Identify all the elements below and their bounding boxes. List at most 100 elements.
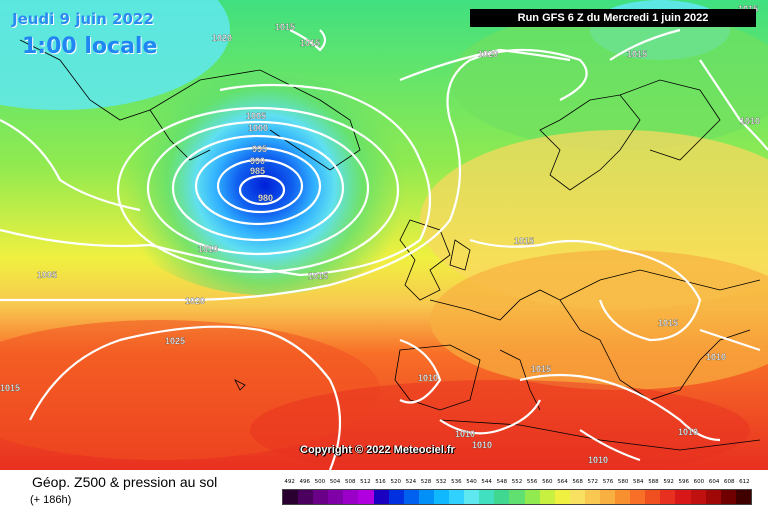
legend-swatch [509,490,525,504]
legend-label: 576 [602,479,614,485]
legend-label: 504 [329,479,341,485]
pressure-label: 980 [258,193,273,203]
pressure-label: 985 [250,166,265,176]
product-title: Géop. Z500 & pression au sol [32,474,218,490]
legend-label: 552 [511,479,523,485]
pressure-label: 1015 [308,271,328,281]
legend-label: 572 [587,479,599,485]
legend-label: 532 [435,479,447,485]
legend-swatch [328,490,344,504]
legend-swatch [554,490,570,504]
legend-swatch [735,490,751,504]
legend-label: 588 [648,479,659,485]
legend-labels: 492 496 500 504 508 512 516 520 524 528 532 536 540 5… [282,479,752,487]
legend-swatch [449,490,465,504]
legend-label: 612 [739,479,750,485]
pressure-label: 1020 [185,296,205,306]
pressure-label: 1010 [472,440,492,450]
pressure-label: 990 [250,156,265,166]
pressure-label: 1020 [212,33,232,43]
legend-label: 600 [693,479,705,485]
pressure-label: 1025 [165,336,185,346]
isobar-line [0,28,768,470]
legend-swatch [373,490,389,504]
legend-label: 528 [420,479,432,485]
pressure-labels: 1020 1015 1015 1020 1015 1015 1005 1000 … [0,4,760,465]
legend-label: 560 [542,479,553,485]
legend-swatch [615,490,631,504]
legend-swatch [584,490,600,504]
legend-label: 584 [633,479,644,485]
copyright-notice: Copyright © 2022 Meteociel.fr [300,444,455,456]
legend-swatch [403,490,419,504]
lead-time: (+ 186h) [30,494,72,506]
legend-swatch [418,490,434,504]
legend-label: 520 [390,479,401,485]
pressure-label: 1015 [0,383,20,393]
legend-swatch [283,490,299,504]
legend-label: 496 [299,479,310,485]
pressure-label: 1015 [531,364,551,374]
pressure-label: 1010 [418,373,438,383]
legend-swatch [705,490,721,504]
legend-label: 592 [663,479,674,485]
legend-label: 516 [375,479,386,485]
pressure-label: 1000 [248,123,268,133]
legend-label: 568 [572,479,583,485]
legend-label: 536 [451,479,462,485]
legend-swatch [524,490,540,504]
pressure-label: 1010 [588,455,608,465]
legend-label: 604 [708,479,720,485]
legend-label: 544 [481,479,492,485]
forecast-local-time: 1:00 locale [22,34,158,59]
legend-swatch [464,490,480,504]
pressure-label: 1010 [678,427,698,437]
legend-label: 508 [344,479,356,485]
legend-label: 580 [617,479,629,485]
run-info-banner: Run GFS 6 Z du Mercredi 1 juin 2022 [470,9,756,27]
pressure-label: 1020 [478,49,498,59]
legend-swatch [690,490,706,504]
coastline-map [19,39,761,451]
legend-swatch [569,490,585,504]
pressure-label: 1005 [246,111,266,121]
pressure-label: 1010 [198,244,218,254]
legend-swatch [660,490,676,504]
legend-swatch [599,490,616,504]
pressure-label: 1015 [300,38,320,48]
legend-swatch [358,490,374,504]
legend-label: 500 [314,479,326,485]
legend-swatch [388,490,404,504]
legend-label: 556 [526,479,538,485]
weather-map: 1020 1015 1015 1020 1015 1015 1005 1000 … [0,0,768,470]
legend-swatch [675,490,691,504]
pressure-label: 1015 [658,318,678,328]
pressure-label: 1015 [275,22,295,32]
legend-swatch [298,490,314,504]
legend-swatch [433,490,450,504]
pressure-label: 1010 [455,429,475,439]
legend-swatch [479,490,495,504]
low-pressure-system [105,75,425,295]
pressure-label: 995 [252,144,267,154]
legend-label: 492 [284,479,295,485]
legend-label: 564 [557,479,568,485]
legend-label: 524 [405,479,417,485]
pressure-label: 1010 [706,352,726,362]
legend-swatch [539,490,555,504]
legend-swatch [645,490,661,504]
legend-swatch [630,490,646,504]
legend-label: 540 [466,479,477,485]
legend-label: 548 [496,479,508,485]
pressure-label: 1010 [740,116,760,126]
legend-swatch [494,490,510,504]
legend-swatch [343,490,359,504]
color-scale-bar [282,489,752,505]
legend-label: 608 [724,479,735,485]
forecast-date: Jeudi 9 juin 2022 [12,10,154,28]
cold-region [0,0,230,110]
pressure-label: 1015 [627,49,647,59]
pressure-label: 1005 [37,270,57,280]
legend-swatch [720,490,736,504]
pressure-label: 1015 [514,236,534,246]
